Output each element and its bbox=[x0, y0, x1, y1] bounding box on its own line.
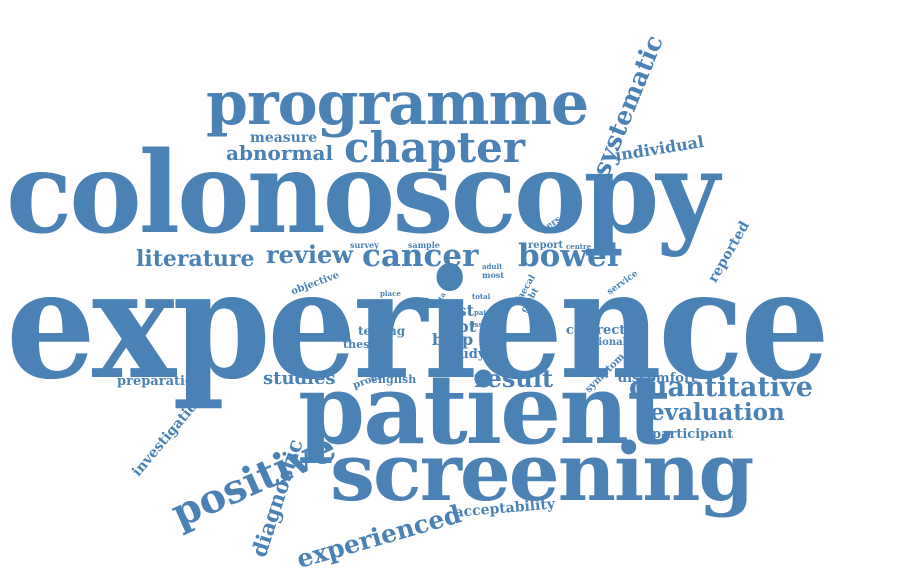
word-centre: centre bbox=[566, 242, 592, 251]
word-colorectal: colorectal bbox=[566, 323, 639, 338]
word-discomfort: discomfort bbox=[618, 371, 697, 386]
word-study: study bbox=[446, 347, 486, 362]
word-most: most bbox=[482, 270, 504, 280]
word-cancer: cancer bbox=[362, 238, 479, 274]
word-measure: measure bbox=[250, 130, 318, 146]
word-total: total bbox=[472, 292, 491, 301]
word-quantitative: quantitative bbox=[629, 372, 813, 403]
word-screening: screening bbox=[330, 425, 754, 519]
word-evaluation: evaluation bbox=[650, 399, 785, 426]
word-review: review bbox=[266, 240, 353, 269]
word-bowel: bowel bbox=[518, 238, 619, 274]
word-chapter: chapter bbox=[344, 123, 525, 172]
word-test: test bbox=[440, 301, 474, 320]
word-testing: testing bbox=[358, 324, 406, 338]
word-patient: patient bbox=[298, 353, 671, 466]
word-colonoscopy: colonoscopy bbox=[6, 128, 720, 259]
word-programme: programme bbox=[206, 69, 589, 139]
word-studies: studies bbox=[263, 368, 336, 389]
word-abnormal: abnormal bbox=[226, 141, 334, 165]
word-sample: sample bbox=[408, 240, 440, 250]
word-literature: literature bbox=[136, 246, 255, 272]
word-fobt: fobt bbox=[440, 317, 477, 336]
word-national: national bbox=[580, 337, 627, 348]
word-adult: adult bbox=[482, 262, 503, 271]
word-place: place bbox=[380, 289, 401, 298]
word-result: result bbox=[474, 364, 554, 393]
word-experience: experience bbox=[6, 237, 830, 413]
word-issue: issue bbox=[472, 320, 493, 329]
word-participant: participant bbox=[652, 427, 734, 442]
word-thesis: thesis bbox=[343, 338, 380, 351]
word-english: english bbox=[371, 373, 417, 386]
word-pain: pain bbox=[474, 308, 492, 317]
word-survey: survey bbox=[350, 240, 379, 250]
word-bcsp: bcsp bbox=[432, 330, 474, 349]
word-report: report bbox=[528, 240, 564, 251]
word-preparation: preparation bbox=[117, 374, 204, 389]
word-positive: positive bbox=[164, 423, 344, 538]
